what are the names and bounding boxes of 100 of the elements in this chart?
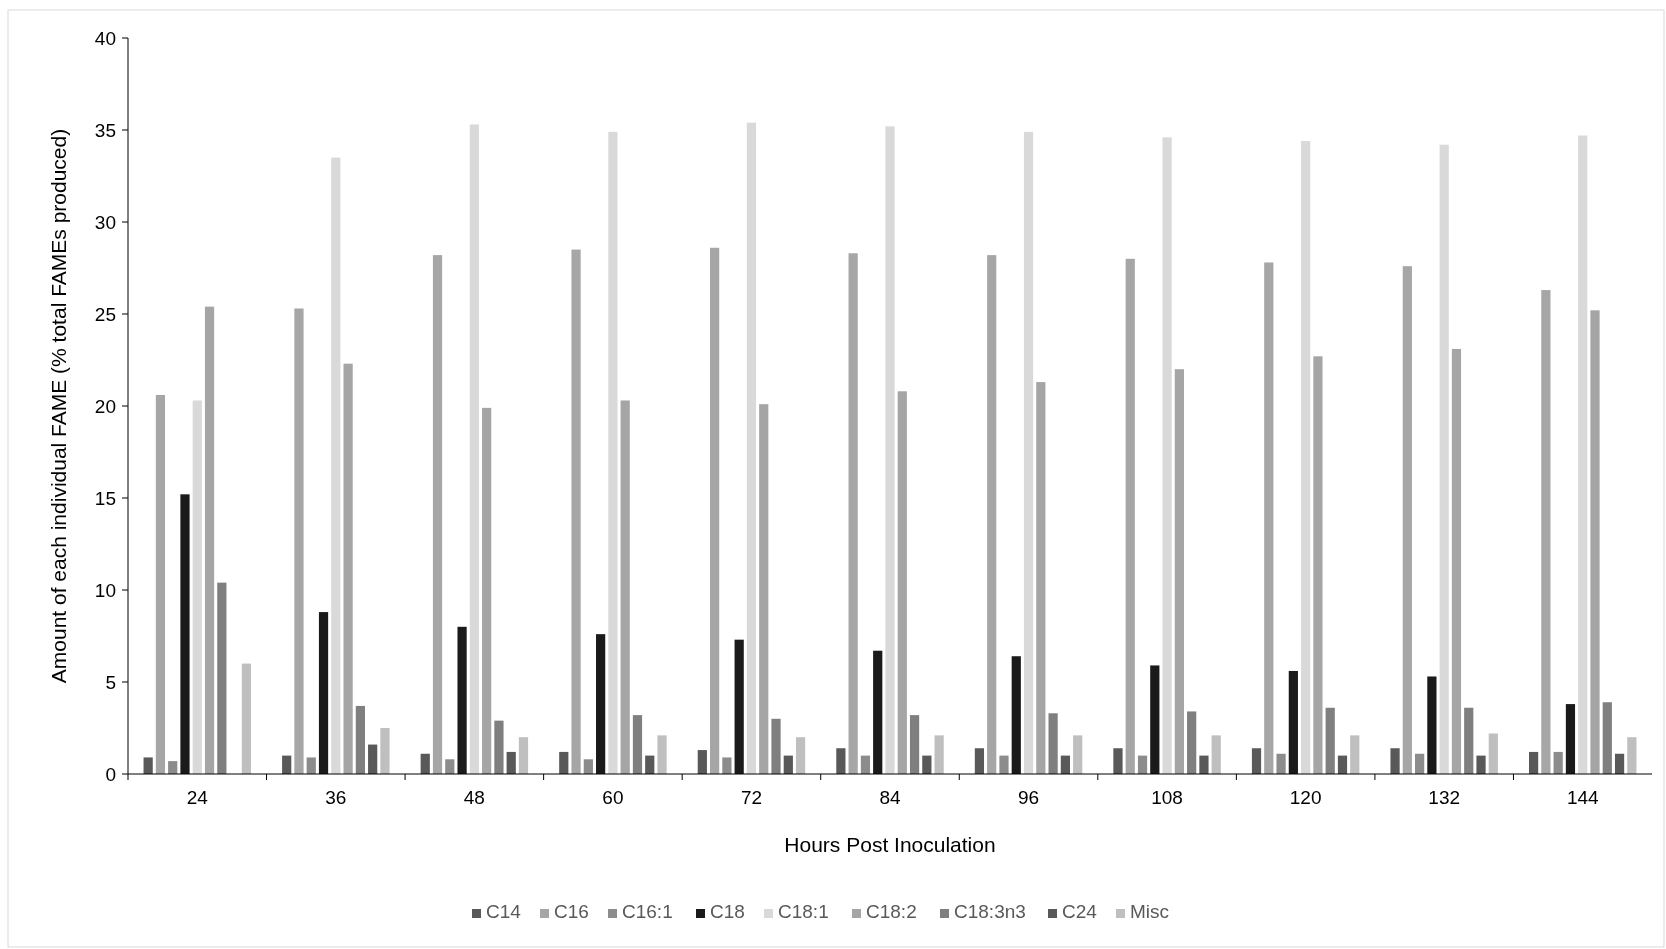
bar — [1578, 135, 1588, 774]
bar — [294, 308, 304, 774]
y-tick-label: 25 — [94, 303, 116, 325]
bar — [518, 737, 529, 774]
bar — [1211, 735, 1221, 774]
bar — [1541, 290, 1551, 774]
bar — [1137, 755, 1148, 774]
bar — [368, 744, 378, 774]
bar — [999, 755, 1009, 774]
bar — [1264, 262, 1274, 774]
x-tick-label: 48 — [463, 787, 485, 808]
x-tick-label: 132 — [1428, 787, 1461, 808]
bar — [241, 663, 252, 774]
bar — [1125, 258, 1135, 774]
bar — [482, 407, 492, 774]
bar — [1325, 707, 1335, 774]
bar — [759, 404, 769, 774]
legend-label: C14 — [486, 901, 522, 922]
legend-label: Misc — [1130, 901, 1170, 922]
x-tick-label: 84 — [879, 787, 901, 808]
bar — [143, 757, 153, 774]
bar — [897, 391, 907, 774]
bar — [885, 126, 895, 774]
bar — [922, 755, 932, 774]
bar — [795, 737, 806, 774]
bar — [596, 634, 606, 774]
y-axis-title: Amount of each individual FAME (% total FAMEs produced) — [47, 128, 70, 684]
x-tick-label: 24 — [186, 787, 209, 808]
bar — [632, 715, 643, 774]
bar — [836, 748, 846, 774]
bar — [1602, 702, 1612, 774]
bar — [1528, 751, 1539, 774]
bar — [420, 753, 430, 774]
y-tick-label: 5 — [105, 671, 116, 693]
bar — [848, 253, 858, 774]
bar — [583, 759, 593, 774]
bar — [1627, 737, 1637, 774]
bar — [204, 306, 215, 774]
bar — [1614, 753, 1625, 774]
bar — [282, 755, 292, 774]
bar — [494, 720, 504, 774]
bar — [1251, 748, 1262, 774]
bar — [306, 757, 316, 774]
y-tick-label: 15 — [94, 487, 116, 509]
bar — [1301, 141, 1311, 774]
bar — [734, 639, 744, 774]
bar — [608, 131, 618, 774]
bar — [217, 582, 227, 774]
bar — [620, 400, 630, 774]
bar — [331, 157, 341, 774]
bar — [1553, 751, 1563, 774]
bar — [710, 247, 720, 774]
bar — [155, 394, 166, 774]
bar — [1590, 310, 1600, 774]
bar — [645, 755, 655, 774]
bar — [1162, 137, 1172, 774]
bar — [1476, 755, 1486, 774]
bar — [180, 494, 190, 774]
bar — [783, 755, 793, 774]
legend-label: C16:1 — [622, 901, 673, 922]
bar — [1036, 382, 1046, 774]
bar — [168, 761, 178, 774]
bar — [1023, 131, 1034, 774]
y-tick-label: 30 — [94, 211, 116, 233]
bar — [1488, 733, 1498, 774]
bar — [380, 728, 390, 774]
bar — [1150, 665, 1160, 774]
bar — [1337, 755, 1348, 774]
x-axis-title: Hours Post Inoculation — [784, 833, 996, 856]
bar — [873, 650, 883, 774]
legend-label: C18 — [710, 901, 745, 922]
bar — [192, 400, 202, 774]
bar — [909, 715, 920, 774]
bar — [1048, 713, 1058, 774]
bar — [746, 122, 757, 774]
bar — [860, 755, 871, 774]
bar — [1288, 670, 1298, 774]
bar — [1451, 348, 1462, 774]
x-tick-label: 36 — [325, 787, 347, 808]
y-tick-label: 0 — [105, 763, 116, 785]
bar — [1276, 753, 1286, 774]
bar — [657, 735, 667, 774]
bar — [1565, 704, 1576, 774]
y-tick-label: 40 — [94, 27, 116, 49]
y-tick-label: 20 — [94, 395, 116, 417]
bar — [1464, 707, 1474, 774]
legend-label: C18:3n3 — [954, 901, 1026, 922]
bar — [1390, 748, 1400, 774]
x-tick-label: 96 — [1017, 787, 1040, 808]
bar — [1060, 755, 1070, 774]
legend-label: C16 — [554, 901, 589, 922]
bar — [1187, 711, 1197, 774]
bar — [1011, 656, 1021, 774]
x-tick-label: 72 — [740, 787, 763, 808]
x-tick-label: 60 — [602, 787, 624, 808]
bar — [559, 751, 569, 774]
bar — [571, 249, 581, 774]
x-tick-label: 144 — [1566, 787, 1600, 808]
y-tick-label: 10 — [94, 579, 116, 601]
x-tick-label: 120 — [1289, 787, 1322, 808]
